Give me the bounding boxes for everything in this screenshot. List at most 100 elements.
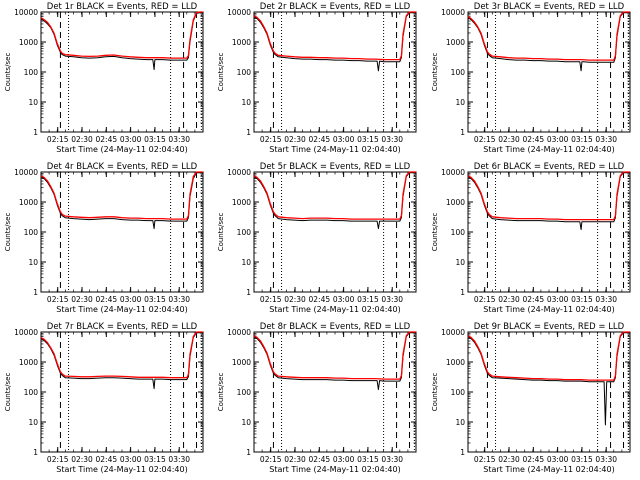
- x-tick-label: 03:30: [381, 295, 403, 304]
- panel-svg: Det 4r BLACK = Events, RED = LLD 1 10 100 10…: [4, 162, 204, 314]
- panel-svg: Det 9r BLACK = Events, RED = LLD 1 10 100 10…: [431, 322, 631, 474]
- x-tick-label: 03:30: [381, 455, 403, 464]
- y-tick-label: 100: [24, 388, 39, 397]
- panel-svg: Det 2r BLACK = Events, RED = LLD 1 10 100 10…: [217, 2, 417, 154]
- x-tick-label: 02:45: [96, 295, 118, 304]
- y-tick-label: 10000: [14, 8, 38, 17]
- x-tick-label: 03:15: [144, 295, 166, 304]
- y-tick-label: 100: [24, 228, 39, 237]
- panel-svg: Det 8r BLACK = Events, RED = LLD 1 10 100 10…: [217, 322, 417, 474]
- y-tick-label: 10000: [14, 328, 38, 337]
- y-tick-label: 1: [33, 288, 38, 297]
- y-axis-label: Counts/sec: [4, 373, 12, 412]
- x-tick-label: 03:00: [120, 135, 142, 144]
- x-tick-label: 03:00: [120, 295, 142, 304]
- y-axis-label: Counts/sec: [431, 213, 439, 252]
- x-axis-label: Start Time (24-May-11 02:04:40): [269, 465, 400, 474]
- y-tick-label: 10: [455, 258, 465, 267]
- y-tick-label: 1: [460, 288, 465, 297]
- y-tick-label: 1: [246, 128, 251, 137]
- x-tick-label: 02:45: [523, 455, 545, 464]
- lld-series-line: [40, 171, 203, 220]
- lld-series-line: [40, 11, 203, 59]
- y-tick-label: 10: [241, 418, 251, 427]
- detector-panel: Det 8r BLACK = Events, RED = LLD 1 10 100 10…: [213, 320, 426, 480]
- events-series-line: [40, 172, 203, 230]
- y-tick-label: 10: [28, 98, 38, 107]
- y-tick-label: 10000: [441, 8, 465, 17]
- events-series-line: [467, 172, 630, 231]
- x-axis-label: Start Time (24-May-11 02:04:40): [269, 145, 400, 154]
- x-tick-label: 02:30: [284, 455, 306, 464]
- y-tick-label: 100: [451, 68, 466, 77]
- panel-svg: Det 1r BLACK = Events, RED = LLD 1 10 100 10…: [4, 2, 204, 154]
- x-tick-label: 03:30: [595, 295, 617, 304]
- panel-title: Det 4r BLACK = Events, RED = LLD: [47, 162, 198, 172]
- lld-series-line: [253, 171, 416, 220]
- y-tick-label: 10: [455, 418, 465, 427]
- x-tick-label: 02:30: [498, 135, 520, 144]
- y-tick-label: 10: [28, 258, 38, 267]
- x-tick-label: 03:15: [571, 455, 593, 464]
- x-tick-label: 02:30: [284, 135, 306, 144]
- x-tick-label: 03:00: [547, 295, 569, 304]
- y-tick-label: 1000: [19, 38, 38, 47]
- panel-svg: Det 5r BLACK = Events, RED = LLD 1 10 100 10…: [217, 162, 417, 314]
- y-tick-label: 10: [28, 418, 38, 427]
- y-tick-label: 100: [451, 228, 466, 237]
- x-tick-label: 02:15: [474, 295, 496, 304]
- x-axis-label: Start Time (24-May-11 02:04:40): [483, 305, 614, 314]
- lld-series-line: [467, 171, 630, 221]
- plot-frame: [40, 171, 204, 293]
- y-tick-label: 100: [451, 388, 466, 397]
- events-series-line: [40, 12, 203, 71]
- panel-svg: Det 7r BLACK = Events, RED = LLD 1 10 100 10…: [4, 322, 204, 474]
- detector-panel: Det 9r BLACK = Events, RED = LLD 1 10 100 10…: [427, 320, 640, 480]
- plot-frame: [40, 331, 204, 453]
- y-tick-label: 1000: [232, 38, 251, 47]
- x-tick-label: 03:00: [333, 135, 355, 144]
- detector-panel: Det 4r BLACK = Events, RED = LLD 1 10 100 10…: [0, 160, 213, 320]
- x-tick-label: 03:15: [357, 135, 379, 144]
- x-axis-label: Start Time (24-May-11 02:04:40): [269, 305, 400, 314]
- lld-series-line: [253, 331, 416, 380]
- y-tick-label: 100: [237, 68, 252, 77]
- plot-frame: [467, 171, 631, 293]
- x-tick-label: 02:45: [523, 135, 545, 144]
- panel-title: Det 1r BLACK = Events, RED = LLD: [47, 2, 198, 12]
- x-axis-label: Start Time (24-May-11 02:04:40): [483, 145, 614, 154]
- y-tick-label: 10: [241, 258, 251, 267]
- panel-title: Det 5r BLACK = Events, RED = LLD: [260, 162, 411, 172]
- y-tick-label: 1000: [446, 358, 465, 367]
- plot-frame: [40, 11, 204, 133]
- x-tick-label: 03:30: [595, 455, 617, 464]
- x-tick-label: 02:45: [96, 455, 118, 464]
- x-tick-label: 03:00: [547, 135, 569, 144]
- x-tick-label: 02:15: [260, 295, 282, 304]
- y-tick-label: 1: [246, 448, 251, 457]
- x-tick-label: 03:00: [120, 455, 142, 464]
- y-tick-label: 10000: [441, 328, 465, 337]
- x-tick-label: 02:15: [47, 135, 69, 144]
- lld-series-line: [40, 331, 203, 379]
- x-tick-label: 03:00: [333, 295, 355, 304]
- y-tick-label: 10000: [227, 168, 251, 177]
- x-tick-label: 03:15: [571, 295, 593, 304]
- x-tick-label: 03:15: [357, 295, 379, 304]
- x-tick-label: 03:30: [595, 135, 617, 144]
- x-tick-label: 03:30: [168, 135, 190, 144]
- lld-series-line: [253, 11, 416, 61]
- y-tick-label: 10: [241, 98, 251, 107]
- x-tick-label: 03:30: [381, 135, 403, 144]
- panel-title: Det 6r BLACK = Events, RED = LLD: [474, 162, 625, 172]
- x-tick-label: 03:00: [333, 455, 355, 464]
- x-tick-label: 03:15: [144, 135, 166, 144]
- y-axis-label: Counts/sec: [217, 373, 225, 412]
- x-tick-label: 02:45: [523, 295, 545, 304]
- x-tick-label: 02:45: [309, 455, 331, 464]
- detector-panel: Det 7r BLACK = Events, RED = LLD 1 10 100 10…: [0, 320, 213, 480]
- plot-frame: [467, 11, 631, 133]
- plot-frame: [467, 331, 631, 453]
- x-tick-label: 02:45: [309, 135, 331, 144]
- y-axis-label: Counts/sec: [431, 373, 439, 412]
